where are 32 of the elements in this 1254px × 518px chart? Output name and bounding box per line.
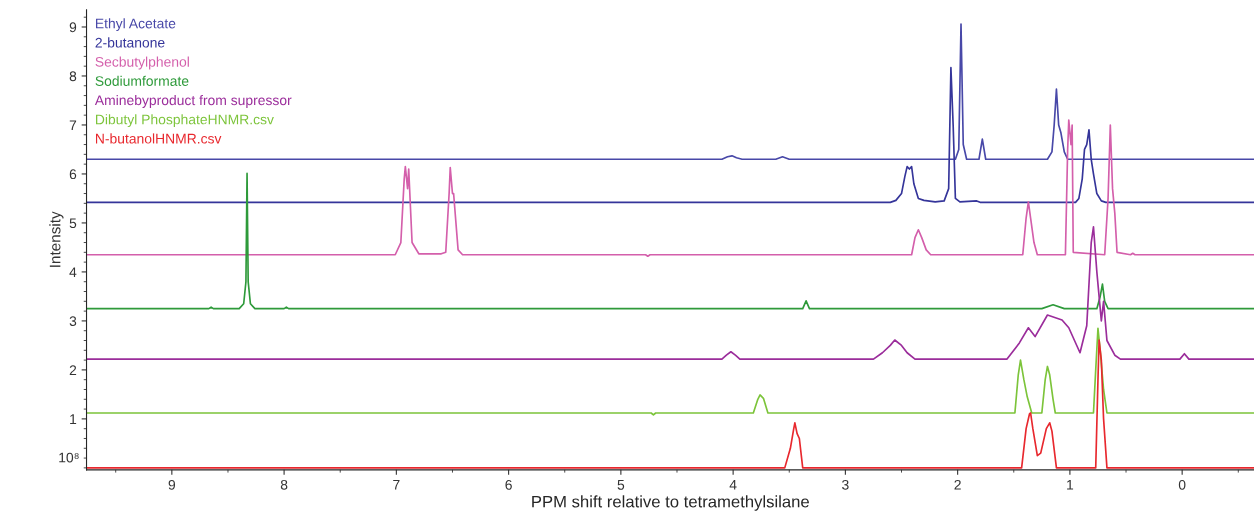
- y-tick-label: 1: [70, 414, 77, 424]
- x-tick-label: 5: [617, 480, 625, 490]
- x-tick-label: 2: [954, 479, 961, 490]
- text: Ethyl Acetate: [96, 18, 176, 32]
- line-series: [86, 226, 1254, 360]
- y-tick-label: 3: [69, 316, 77, 327]
- text: Secbutylphenol: [95, 56, 189, 70]
- text: N-butanolHNMR.csv: [96, 133, 222, 144]
- text: Sodiumformate: [95, 75, 189, 86]
- y-tick-label: 4: [69, 267, 77, 277]
- line-series: [86, 327, 1254, 416]
- x-tick-label: 3: [842, 479, 849, 490]
- text: Dibutyl PhosphateHNMR.csv: [96, 114, 274, 128]
- y-tick-label: 2: [69, 365, 77, 375]
- x-tick-label: 8: [280, 479, 288, 490]
- text: 10⁸: [59, 452, 79, 463]
- y-tick-label: 5: [69, 218, 77, 229]
- x-tick-label: 7: [393, 480, 400, 490]
- x-tick-label: 0: [1178, 479, 1186, 490]
- y-tick-label: 9: [69, 22, 77, 33]
- y-tick-label: 8: [69, 71, 77, 82]
- y-tick-label: 6: [69, 169, 77, 180]
- text: Aminebyproduct from supressor: [94, 94, 292, 108]
- y-tick-label: 7: [69, 120, 77, 130]
- x-tick-label: 6: [505, 479, 512, 490]
- x-tick-label: 4: [729, 480, 737, 490]
- text: 2-butanone: [95, 37, 165, 48]
- x-axis-title: PPM shift relative to tetramethylsilane: [532, 495, 809, 511]
- x-tick-label: 1: [1067, 480, 1074, 490]
- line-series: [86, 172, 1254, 310]
- x-tick-label: 9: [168, 479, 176, 490]
- y-axis-title: Intensity: [49, 211, 64, 267]
